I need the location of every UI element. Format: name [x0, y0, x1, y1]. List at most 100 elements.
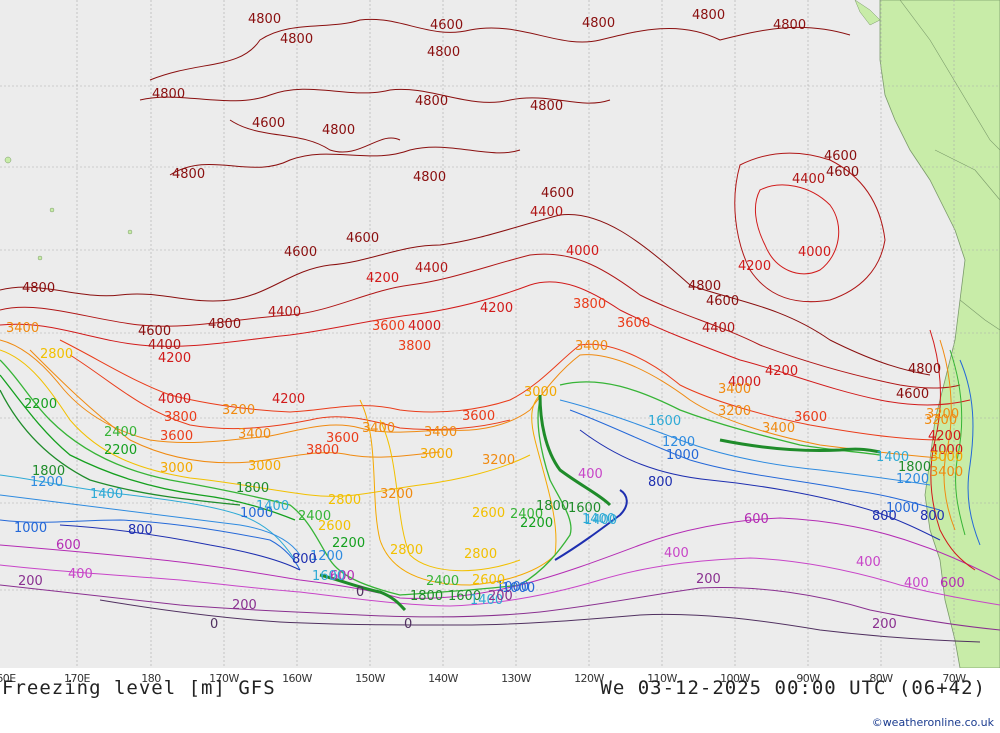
- lon-label: 110W: [647, 672, 677, 685]
- contour-label: 0: [210, 617, 218, 632]
- map-title: Freezing level [m] GFS: [2, 677, 276, 699]
- contour-label: 200: [18, 574, 43, 589]
- contour-label: 4800: [248, 12, 281, 27]
- contour-label: 4400: [268, 305, 301, 320]
- contour-label: 3400: [424, 425, 457, 440]
- contour-label: 4600: [541, 186, 574, 201]
- contour-label: 4600: [826, 165, 859, 180]
- contour-label: 1600: [312, 569, 345, 584]
- contour-label: 0: [404, 617, 412, 632]
- contour-label: 3800: [573, 297, 606, 312]
- lon-label: 160W: [282, 672, 312, 685]
- island: [37, 255, 43, 261]
- contour-label: 3000: [930, 450, 963, 465]
- contour-label: 600: [56, 538, 81, 553]
- contour-label: 400: [904, 576, 929, 591]
- contour-label: 3600: [326, 431, 359, 446]
- island: [127, 229, 133, 235]
- contour-label: 3800: [164, 410, 197, 425]
- contour-label: 1800: [236, 481, 269, 496]
- contour-label: 2200: [104, 443, 137, 458]
- contour-label: 600: [940, 576, 965, 591]
- lon-label: 80W: [869, 672, 893, 685]
- contour-label: 1400: [584, 513, 617, 528]
- contour-label: 2800: [464, 547, 497, 562]
- contour-label: 1800: [898, 460, 931, 475]
- contour-label: 4400: [792, 172, 825, 187]
- contour-label: 4400: [148, 338, 181, 353]
- contour-label: 3000: [160, 461, 193, 476]
- graticule: [0, 0, 1000, 668]
- lon-label: 100W: [720, 672, 750, 685]
- contour-label: 3400: [762, 421, 795, 436]
- contour-label: 1000: [502, 581, 535, 596]
- contour-label: 4800: [208, 317, 241, 332]
- contour-label: 3400: [238, 427, 271, 442]
- contour-label: 4400: [415, 261, 448, 276]
- contour-label: 400: [68, 567, 93, 582]
- contour-label: 4800: [322, 123, 355, 138]
- contour-label: 4800: [908, 362, 941, 377]
- contour-label: 3400: [575, 339, 608, 354]
- contour-label: 4800: [413, 170, 446, 185]
- contour-label: 200: [488, 589, 513, 604]
- contour-label: 3600: [794, 410, 827, 425]
- contour-label: 4800: [22, 281, 55, 296]
- ocean-area: [0, 0, 1000, 668]
- contour-label: 2600: [472, 506, 505, 521]
- contour-label: 2600: [472, 573, 505, 588]
- contour-label: 3800: [306, 443, 339, 458]
- contour-label: 3600: [372, 319, 405, 334]
- contour-label: 4600: [138, 324, 171, 339]
- forecast-datetime: We 03-12-2025 00:00 UTC (06+42): [600, 677, 986, 699]
- lon-label: 60E: [0, 672, 16, 685]
- contour-label: 4000: [158, 392, 191, 407]
- contour-label: 1400: [876, 450, 909, 465]
- contour-label: 1200: [896, 472, 929, 487]
- contour-label: 200: [232, 598, 257, 613]
- contour-label: 3600: [462, 409, 495, 424]
- contour-label: 800: [128, 523, 153, 538]
- freezing-level-map[interactable]: 4800 4800 4600 4800 4800 4800 4800 4800 …: [0, 0, 1000, 668]
- contour-label: 4000: [566, 244, 599, 259]
- contour-label: 800: [872, 509, 897, 524]
- contour-label: 3200: [222, 403, 255, 418]
- contour-label: 200: [696, 572, 721, 587]
- contour-label: 1200: [30, 475, 63, 490]
- contour-label: 1200: [662, 435, 695, 450]
- contour-label: 4000: [728, 375, 761, 390]
- contour-label: 1400: [582, 512, 615, 527]
- contour-label: 4800: [415, 94, 448, 109]
- contour-label: 1600: [568, 501, 601, 516]
- contour-label: 1000: [240, 506, 273, 521]
- contour-label: 4200: [928, 429, 961, 444]
- contour-label: 400: [578, 467, 603, 482]
- lon-label: 130W: [501, 672, 531, 685]
- country-border: [934, 149, 1000, 201]
- lon-label: 180: [141, 672, 161, 685]
- contour-label: 3200: [924, 413, 957, 428]
- island: [854, 0, 881, 26]
- contour-label: 800: [920, 509, 945, 524]
- contour-label: 4800: [172, 167, 205, 182]
- contour-label: 4800: [692, 8, 725, 23]
- contour-label: 1800: [410, 589, 443, 604]
- contour-label: 2600: [318, 519, 351, 534]
- lon-label: 140W: [428, 672, 458, 685]
- contour-label: 400: [664, 546, 689, 561]
- credit-link[interactable]: ©weatheronline.co.uk: [871, 716, 994, 729]
- contour-label: 4400: [530, 205, 563, 220]
- contour-label: 3600: [160, 429, 193, 444]
- contour-label: 800: [292, 552, 317, 567]
- lon-label: 170W: [209, 672, 239, 685]
- contour-label: 4000: [408, 319, 441, 334]
- contour-label: 1400: [256, 499, 289, 514]
- contour-label: 3400: [718, 382, 751, 397]
- contour-label: 3000: [420, 447, 453, 462]
- contour-label: 2200: [24, 397, 57, 412]
- contour-label-layer: 4800 4800 4600 4800 4800 4800 4800 4800 …: [6, 8, 965, 632]
- contour-label: 1200: [310, 549, 343, 564]
- contour-label: 1000: [14, 521, 47, 536]
- lon-label: 90W: [796, 672, 820, 685]
- lon-label: 120W: [574, 672, 604, 685]
